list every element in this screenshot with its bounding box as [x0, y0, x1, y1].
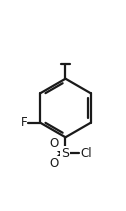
Text: O: O	[50, 157, 59, 170]
Text: F: F	[20, 116, 27, 129]
Text: O: O	[50, 137, 59, 150]
Text: Cl: Cl	[81, 147, 92, 160]
Text: S: S	[61, 147, 70, 160]
